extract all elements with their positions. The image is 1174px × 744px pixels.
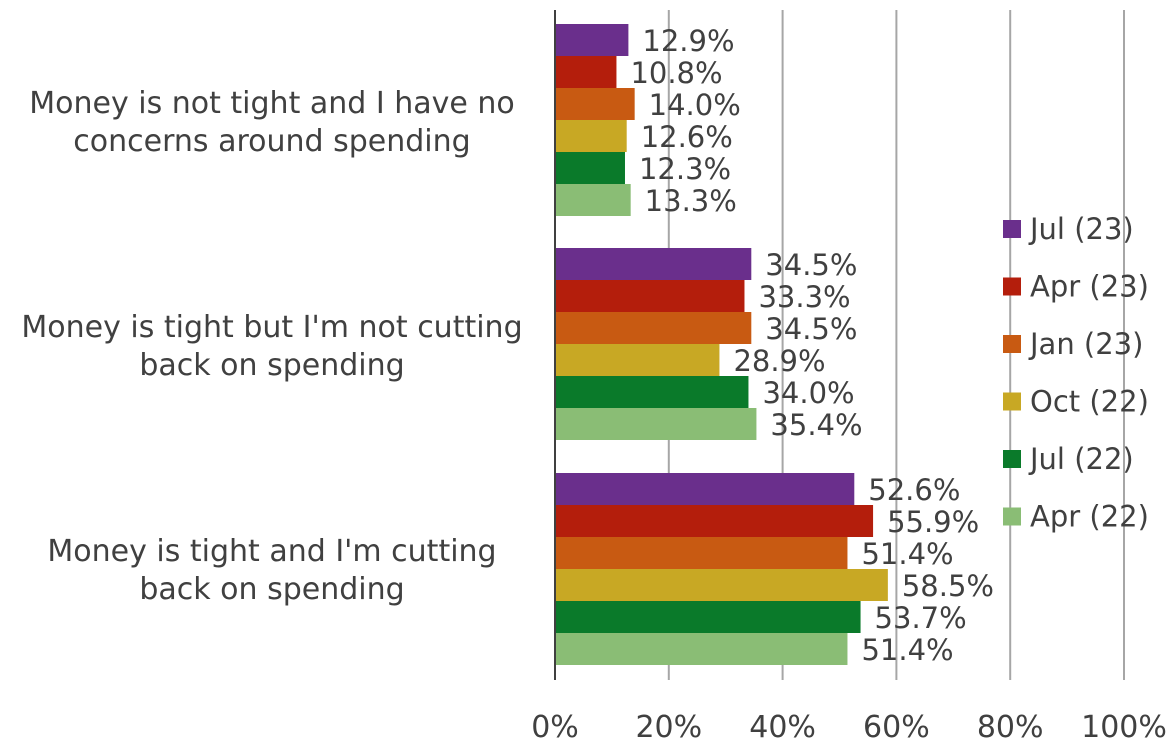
legend-swatch: [1003, 220, 1021, 238]
bar: [555, 184, 631, 216]
data-label: 12.9%: [642, 24, 734, 58]
legend-label: Jul (22): [1028, 442, 1134, 476]
data-label: 52.6%: [868, 473, 960, 507]
category-label: concerns around spending: [73, 124, 470, 159]
bar: [555, 56, 617, 88]
category-label: Money is tight but I'm not cutting: [21, 310, 522, 345]
data-label: 35.4%: [770, 408, 862, 442]
legend-swatch: [1003, 392, 1021, 411]
x-tick-label: 20%: [635, 710, 702, 744]
data-label: 34.5%: [765, 248, 857, 282]
bar: [555, 120, 627, 152]
bar: [555, 280, 745, 312]
category-labels: Money is not tight and I have noconcerns…: [21, 86, 522, 607]
data-label: 53.7%: [875, 601, 967, 635]
bar: [555, 633, 848, 665]
data-label: 28.9%: [733, 344, 825, 378]
bar: [555, 473, 855, 505]
legend-swatch: [1003, 277, 1021, 296]
legend: Jul (23) Apr (23) Jan (23) Oct (22) Jul (22)…: [1003, 212, 1149, 534]
data-labels: 12.9%10.8%14.0%12.6%12.3%13.3% 34.5%33.3%…: [630, 24, 994, 667]
category-label: back on spending: [139, 348, 404, 383]
bar: [555, 601, 861, 633]
bar: [555, 408, 757, 440]
bar: [555, 88, 635, 120]
x-tick-label: 100%: [1081, 710, 1167, 744]
data-label: 34.0%: [762, 376, 854, 410]
legend-label: Jan (23): [1028, 327, 1143, 361]
legend-swatch: [1003, 335, 1021, 353]
data-label: 12.3%: [639, 152, 731, 186]
bar: [555, 537, 848, 569]
bar: [555, 248, 752, 280]
data-label: 12.6%: [641, 120, 733, 154]
data-label: 51.4%: [861, 633, 953, 667]
bar: [555, 24, 629, 56]
legend-label: Apr (23): [1030, 270, 1149, 304]
data-label: 33.3%: [758, 280, 850, 314]
category-label: Money is tight and I'm cutting: [47, 534, 496, 569]
legend-label: Apr (22): [1030, 500, 1149, 534]
legend-swatch: [1003, 507, 1021, 526]
x-tick-label: 60%: [863, 710, 930, 744]
data-label: 10.8%: [630, 56, 722, 90]
bar: [555, 312, 752, 344]
x-tick-label: 80%: [977, 710, 1044, 744]
bar: [555, 152, 625, 184]
data-label: 51.4%: [861, 537, 953, 571]
legend-label: Oct (22): [1030, 385, 1149, 419]
data-label: 13.3%: [645, 184, 737, 218]
data-label: 58.5%: [902, 569, 994, 603]
data-label: 55.9%: [887, 505, 979, 539]
x-tick-labels: 0% 20% 40% 60% 80% 100%: [531, 710, 1167, 744]
category-label: Money is not tight and I have no: [29, 86, 515, 121]
x-tick-label: 0%: [531, 710, 579, 744]
bar: [555, 376, 749, 408]
data-label: 14.0%: [649, 88, 741, 122]
bar: [555, 569, 888, 601]
data-label: 34.5%: [765, 312, 857, 346]
bar: [555, 344, 720, 376]
bar: [555, 505, 874, 537]
legend-swatch: [1003, 450, 1021, 468]
bars: [555, 24, 888, 665]
category-label: back on spending: [139, 572, 404, 607]
x-tick-label: 40%: [749, 710, 816, 744]
legend-label: Jul (23): [1028, 212, 1134, 246]
